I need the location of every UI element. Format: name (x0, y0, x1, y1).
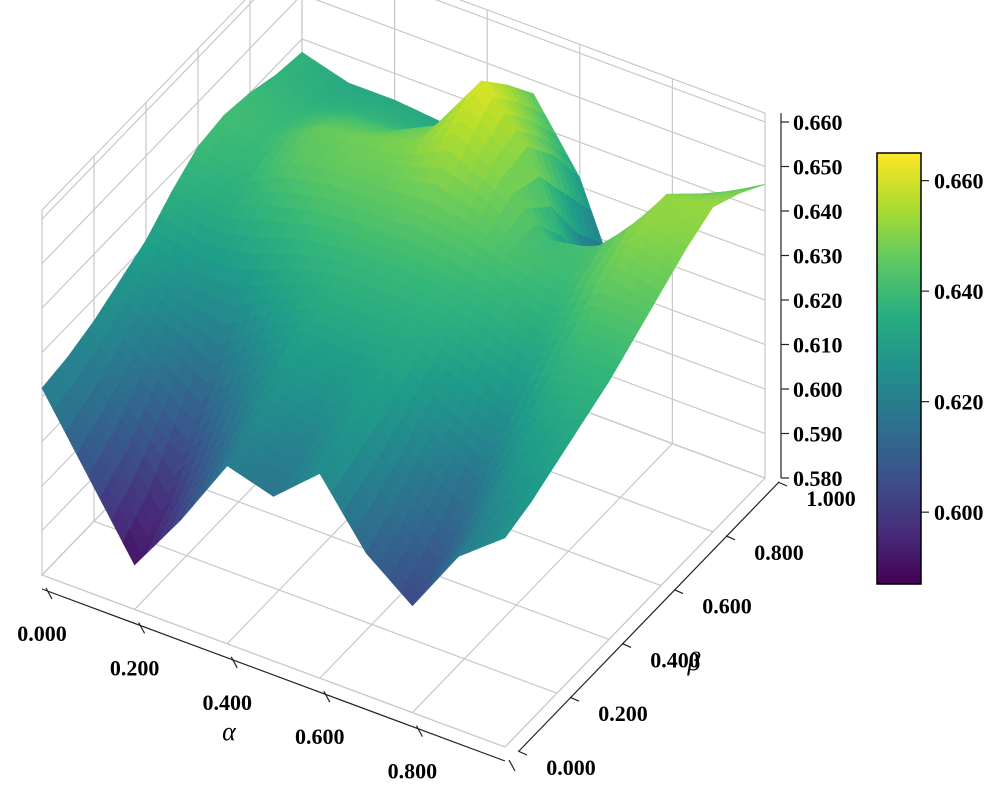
y-axis: 0.000 0.200 0.400 0.600 0.800 1.000 (517, 481, 856, 780)
z-axis: 0.580 0.590 0.600 0.610 0.620 0.630 0.640 0.650… (780, 110, 843, 491)
grid-line-z-8 (41, 0, 766, 220)
x-tick-mark-4 (415, 725, 423, 737)
x-tick-label-4: 0.800 (388, 759, 438, 784)
grid-line-z-7 (41, 0, 766, 264)
y-tick-mark-0 (517, 750, 528, 756)
y-tick-label-2: 0.400 (650, 647, 700, 672)
y-tick-mark-2 (621, 642, 632, 648)
y-tick-mark-3 (673, 589, 684, 595)
colorbar: 0.600 0.620 0.640 0.660 (876, 152, 984, 585)
y-tick-label-1: 0.200 (598, 701, 648, 726)
colorbar-tick-label-1: 0.620 (934, 390, 984, 415)
z-tick-label-1: 0.590 (793, 422, 843, 447)
surface-mesh (41, 51, 766, 607)
grid-line-y-1 (93, 156, 558, 694)
z-tick-label-0: 0.580 (793, 466, 843, 491)
y-axis-label: β (687, 647, 701, 676)
x-tick-label-2: 0.400 (202, 690, 252, 715)
z-tick-label-4: 0.620 (793, 288, 843, 313)
colorbar-ticks: 0.600 0.620 0.640 0.660 (921, 169, 984, 525)
y-tick-mark-5 (777, 481, 788, 487)
y-tick-mark-1 (569, 696, 580, 702)
y-tick-label-5: 1.000 (806, 486, 856, 511)
grid-line-y-0 (41, 210, 506, 748)
z-tick-label-2: 0.600 (793, 377, 843, 402)
colorbar-tick-label-2: 0.640 (934, 279, 984, 304)
x-tick-mark-3 (323, 690, 331, 703)
y-tick-mark-4 (725, 535, 736, 541)
y-tick-label-3: 0.600 (702, 594, 752, 619)
z-tick-label-5: 0.630 (793, 244, 843, 269)
colorbar-gradient (876, 152, 922, 585)
z-tick-label-6: 0.640 (793, 199, 843, 224)
x-tick-label-1: 0.200 (110, 655, 160, 680)
x-tick-label-0: 0.000 (17, 621, 67, 646)
colorbar-tick-label-3: 0.660 (934, 169, 984, 194)
x-axis-line (41, 588, 506, 762)
z-tick-label-8: 0.660 (793, 110, 843, 135)
x-tick-label-3: 0.600 (295, 724, 345, 749)
x-tick-mark-5 (508, 759, 516, 772)
z-tick-label-3: 0.610 (793, 333, 843, 358)
x-tick-mark-2 (230, 656, 238, 669)
x-axis-label: α (222, 717, 237, 746)
colorbar-tick-label-0: 0.600 (934, 500, 984, 525)
y-tick-label-0: 0.000 (546, 755, 596, 780)
x-tick-mark-1 (138, 622, 146, 634)
z-tick-label-7: 0.650 (793, 155, 843, 180)
surface-facet-39-0 (492, 528, 513, 544)
y-tick-label-4: 0.800 (754, 540, 804, 565)
x-tick-mark-0 (45, 587, 53, 600)
y-axis-line (518, 481, 780, 752)
